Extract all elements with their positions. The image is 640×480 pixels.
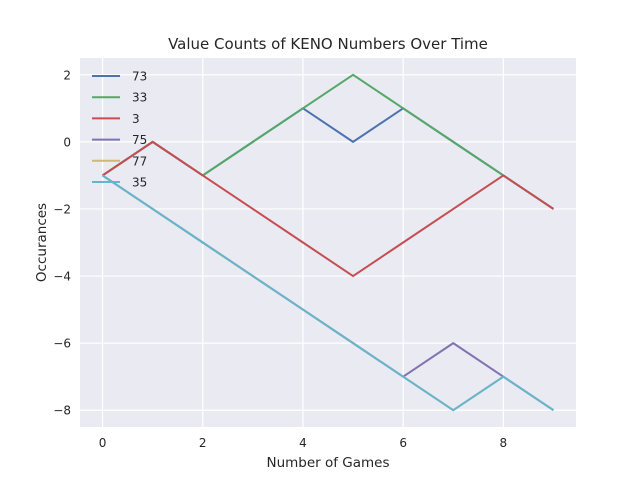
series-line-3: [101, 140, 555, 278]
legend-label-77: 77: [132, 154, 147, 168]
y-tick-label: −2: [53, 202, 71, 216]
plot-area: [80, 58, 576, 427]
legend-label-75: 75: [132, 133, 147, 147]
y-tick-label: −8: [53, 404, 71, 418]
legend-label-3: 3: [132, 112, 140, 126]
x-tick-label: 6: [399, 436, 407, 450]
x-axis-label: Number of Games: [266, 455, 389, 471]
x-tick-label: 2: [199, 436, 207, 450]
series-line-35: [101, 174, 555, 412]
y-axis-label: Occurances: [34, 203, 50, 282]
y-tick-label: 2: [63, 68, 71, 82]
series-lines: [101, 73, 555, 412]
legend-label-33: 33: [132, 91, 147, 105]
y-tick-labels: 2 0 −2 −4 −6 −8: [53, 68, 71, 417]
x-tick-label: 0: [99, 436, 107, 450]
x-tick-labels: 0 2 4 6 8: [99, 436, 507, 450]
x-tick-label: 8: [500, 436, 508, 450]
y-tick-label: −6: [53, 337, 71, 351]
legend-label-73: 73: [132, 70, 147, 84]
y-tick-label: 0: [63, 135, 71, 149]
legend-label-35: 35: [132, 176, 147, 190]
chart-title: Value Counts of KENO Numbers Over Time: [168, 35, 488, 53]
y-tick-label: −4: [53, 270, 71, 284]
x-tick-label: 4: [299, 436, 307, 450]
